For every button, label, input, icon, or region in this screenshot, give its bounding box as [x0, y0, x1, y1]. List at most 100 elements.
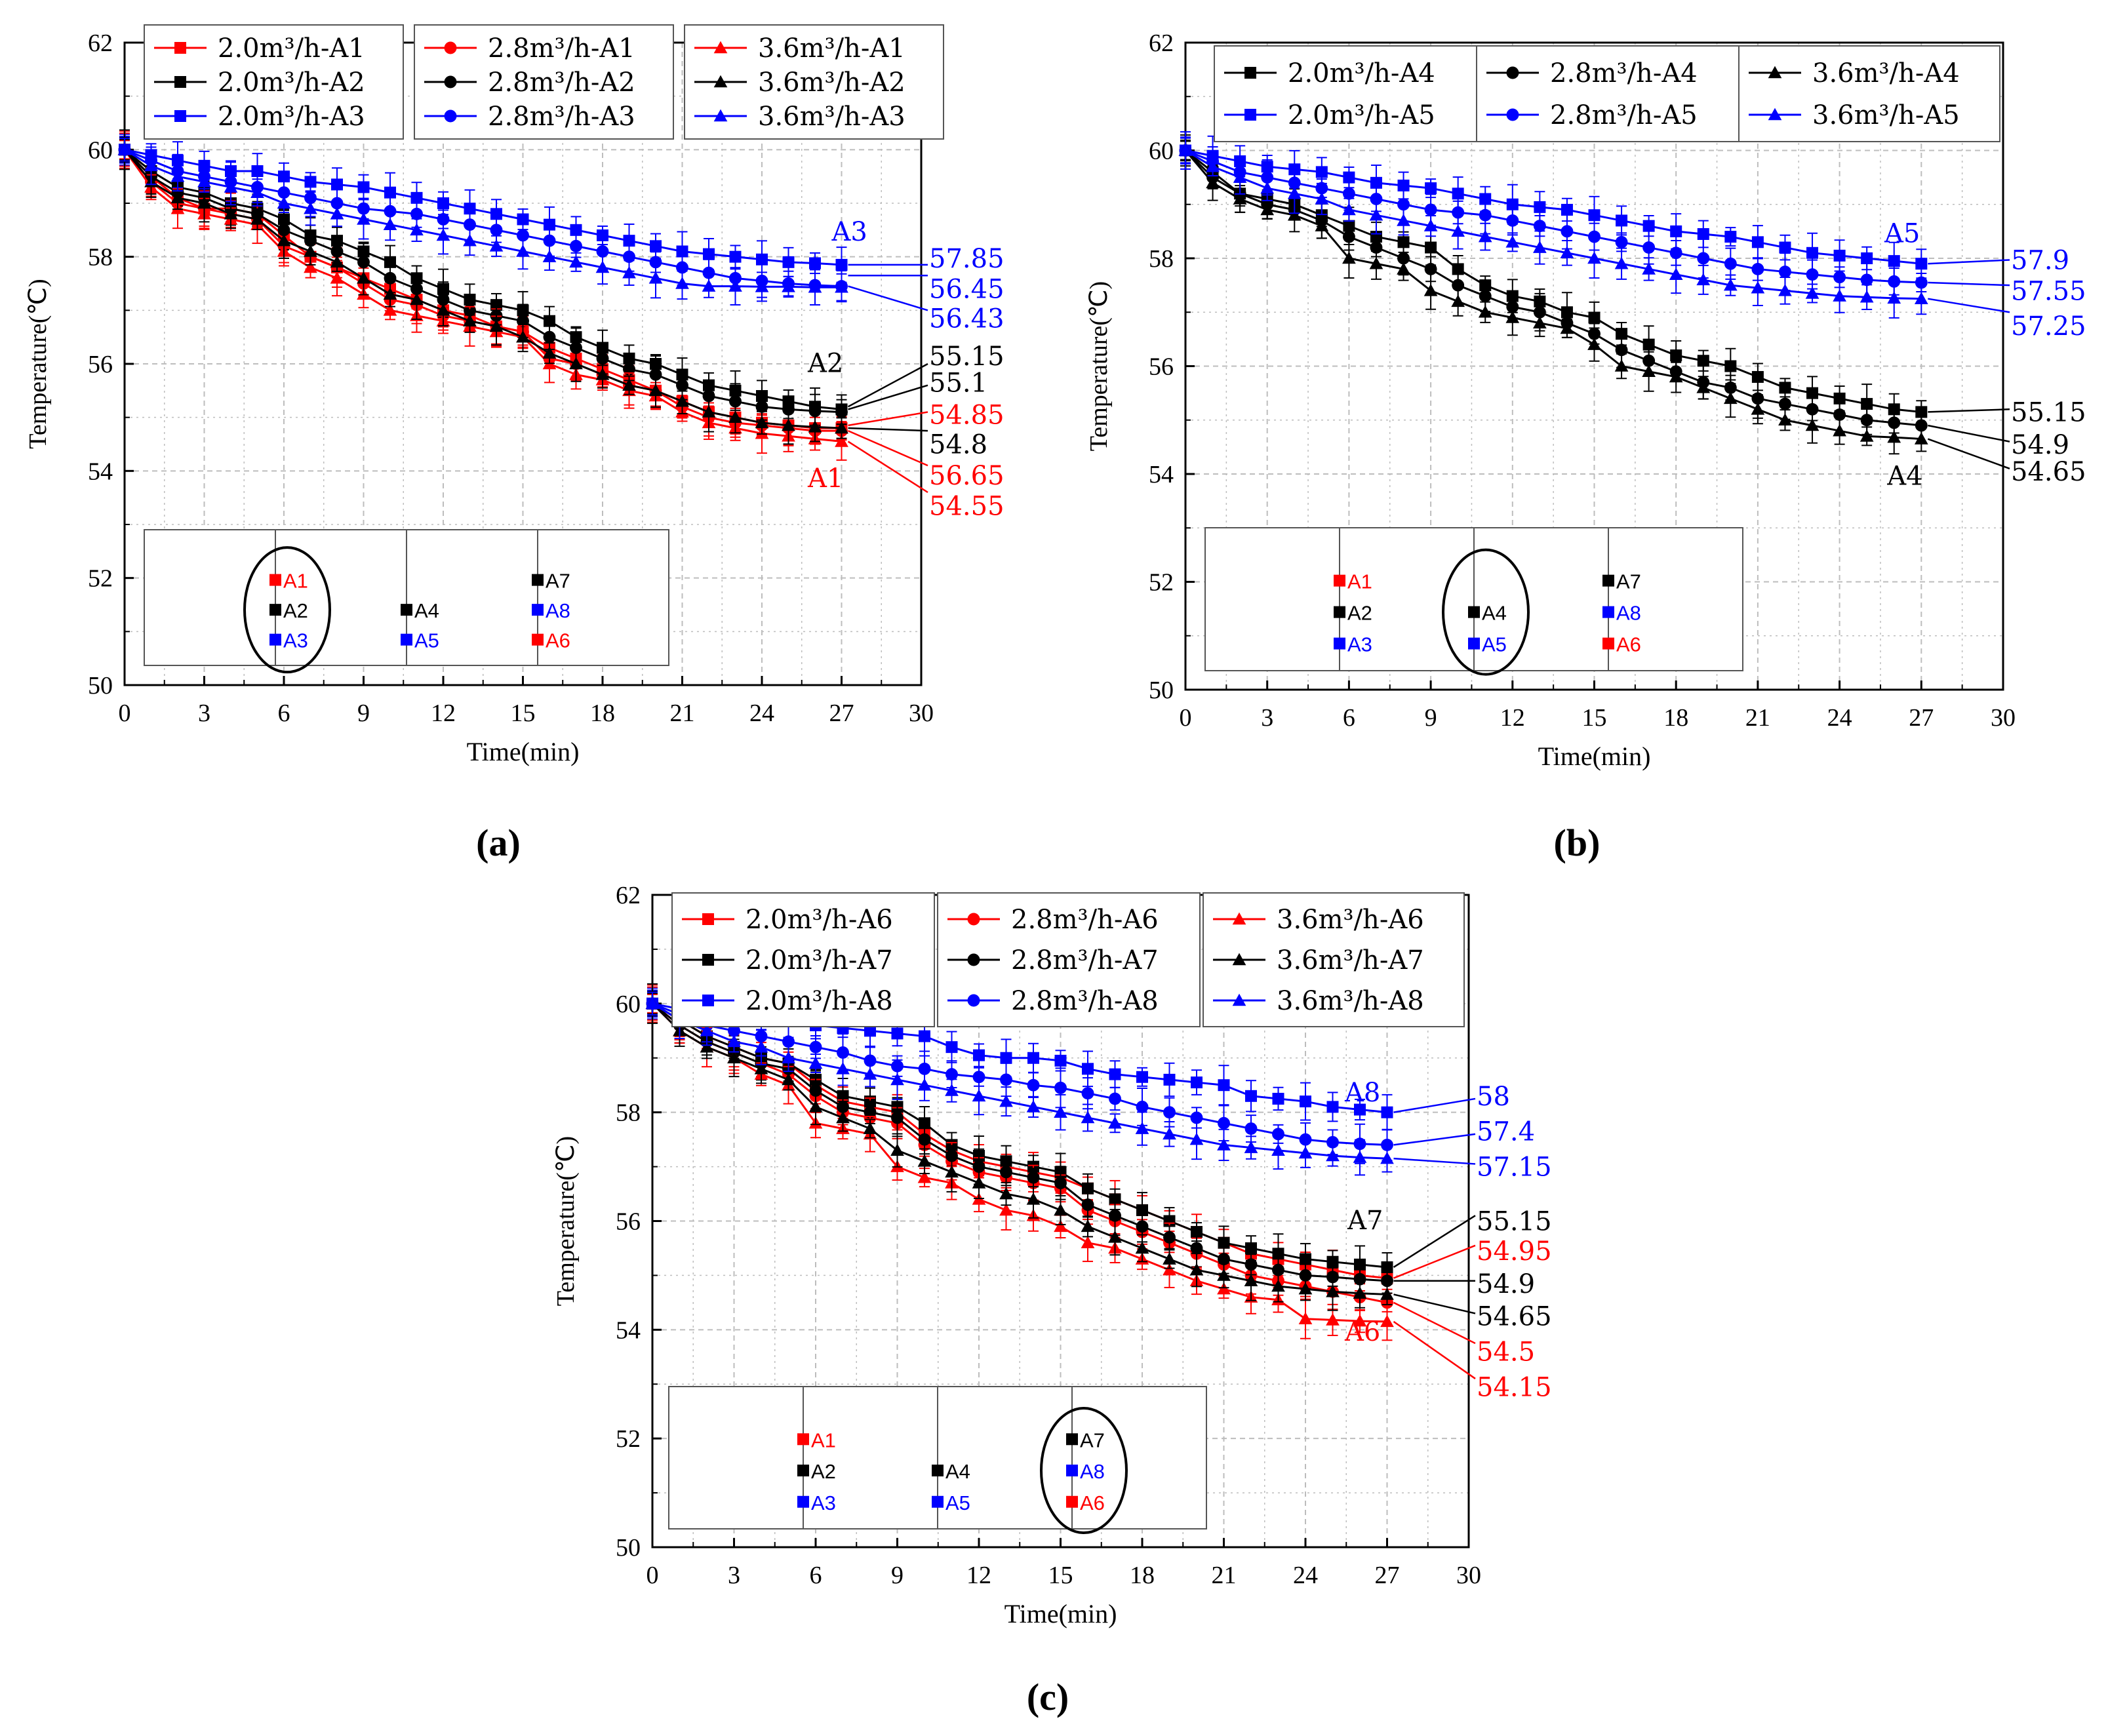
data-point	[1081, 1111, 1095, 1124]
legend-label: 2.8m³/h-A6	[1011, 905, 1159, 935]
data-point	[1218, 1079, 1230, 1092]
data-point	[1506, 198, 1519, 210]
data-point	[1217, 1269, 1231, 1281]
data-point	[864, 1025, 876, 1037]
data-point	[1779, 382, 1791, 394]
data-point	[863, 1067, 877, 1080]
data-point	[1669, 267, 1683, 280]
data-point	[727, 1051, 741, 1064]
end-value-label: 57.15	[1477, 1153, 1552, 1183]
legend-marker	[444, 109, 457, 123]
x-tick-label: 12	[966, 1562, 991, 1589]
inset-marker	[532, 633, 544, 646]
data-point	[945, 1165, 959, 1178]
inset-label: A4	[1482, 602, 1507, 625]
inset-marker	[1468, 606, 1480, 618]
legend-label: 2.0m³/h-A1	[218, 33, 365, 64]
data-point	[808, 404, 822, 418]
y-tick-label: 56	[88, 351, 113, 378]
inset-marker	[1334, 637, 1345, 650]
legend-label: 2.8m³/h-A1	[488, 33, 635, 64]
data-point	[1380, 1314, 1394, 1328]
end-label-leader	[1928, 259, 2010, 265]
data-point	[864, 1106, 877, 1119]
inset-label: A2	[1347, 602, 1372, 625]
data-point	[702, 405, 716, 418]
data-point	[1888, 255, 1900, 267]
data-point	[1326, 1284, 1340, 1297]
group-annotation: A4	[1886, 461, 1922, 491]
data-point	[1381, 1106, 1393, 1118]
data-point	[1751, 370, 1764, 383]
series-line	[652, 1002, 1387, 1146]
y-tick-label: 62	[1149, 30, 1174, 57]
x-tick-label: 30	[909, 700, 934, 727]
legend-label: 3.6m³/h-A3	[758, 102, 905, 132]
x-tick-label: 3	[1261, 704, 1273, 732]
legend-label: 2.8m³/h-A4	[1550, 58, 1698, 89]
end-label-leader	[1928, 281, 2010, 286]
series-3.6m³/h-A5	[1178, 136, 1928, 319]
data-point	[650, 240, 662, 252]
data-point	[1326, 1255, 1339, 1268]
data-point	[1724, 360, 1737, 372]
group-annotation: A8	[1344, 1078, 1380, 1108]
data-point	[1136, 1100, 1149, 1113]
end-value-label: 57.9	[2011, 245, 2069, 275]
highlight-ellipse	[243, 546, 331, 674]
x-tick-label: 12	[431, 700, 456, 727]
end-label-leader	[1928, 424, 2010, 443]
end-value-label: 54.9	[1477, 1269, 1535, 1299]
data-point	[1189, 1132, 1204, 1145]
inset-label: A1	[283, 570, 308, 593]
data-point	[836, 1061, 850, 1075]
data-point	[1397, 198, 1410, 211]
inset-marker	[1066, 1433, 1078, 1446]
data-point	[1779, 397, 1791, 410]
group-annotation: A5	[1884, 218, 1920, 248]
data-point	[1027, 1052, 1039, 1064]
x-tick-label: 15	[511, 700, 536, 727]
data-point	[1370, 176, 1382, 189]
data-point	[1915, 419, 1928, 432]
data-point	[782, 1051, 795, 1064]
data-point	[463, 233, 477, 247]
data-point	[330, 207, 344, 220]
data-point	[675, 277, 689, 289]
data-point	[918, 1062, 931, 1075]
data-point	[1370, 241, 1383, 254]
data-point	[1505, 235, 1520, 248]
legend-marker	[1506, 66, 1519, 79]
data-point	[570, 239, 582, 252]
legend-marker	[967, 913, 980, 926]
data-point	[700, 1040, 714, 1053]
group-annotation: A6	[1344, 1317, 1380, 1347]
end-value-label: 57.4	[1477, 1117, 1535, 1147]
data-point	[1479, 290, 1492, 303]
series-line	[652, 1002, 1387, 1282]
data-point	[1751, 263, 1764, 275]
data-point	[1614, 359, 1629, 372]
data-point	[756, 253, 768, 266]
inset-marker	[932, 1495, 944, 1508]
x-tick-label: 15	[1048, 1562, 1073, 1589]
legend-label: 2.0m³/h-A3	[218, 102, 365, 132]
end-value-label: 57.25	[2011, 311, 2086, 342]
legend-label: 2.0m³/h-A7	[746, 945, 893, 976]
y-tick-label: 56	[1149, 353, 1174, 381]
data-point	[835, 421, 848, 434]
series-line	[123, 149, 842, 429]
data-point	[1561, 225, 1574, 238]
data-point	[1779, 241, 1791, 254]
x-tick-label: 0	[119, 700, 131, 727]
inset-marker	[532, 604, 544, 616]
data-point	[1697, 252, 1710, 265]
y-tick-label: 50	[88, 672, 113, 700]
data-point	[973, 1049, 985, 1061]
data-point	[1533, 316, 1547, 328]
x-tick-label: 21	[1745, 704, 1770, 732]
data-point	[1588, 209, 1601, 222]
legend-box	[1214, 45, 1480, 142]
x-tick-label: 18	[590, 700, 615, 727]
data-point	[384, 186, 396, 199]
